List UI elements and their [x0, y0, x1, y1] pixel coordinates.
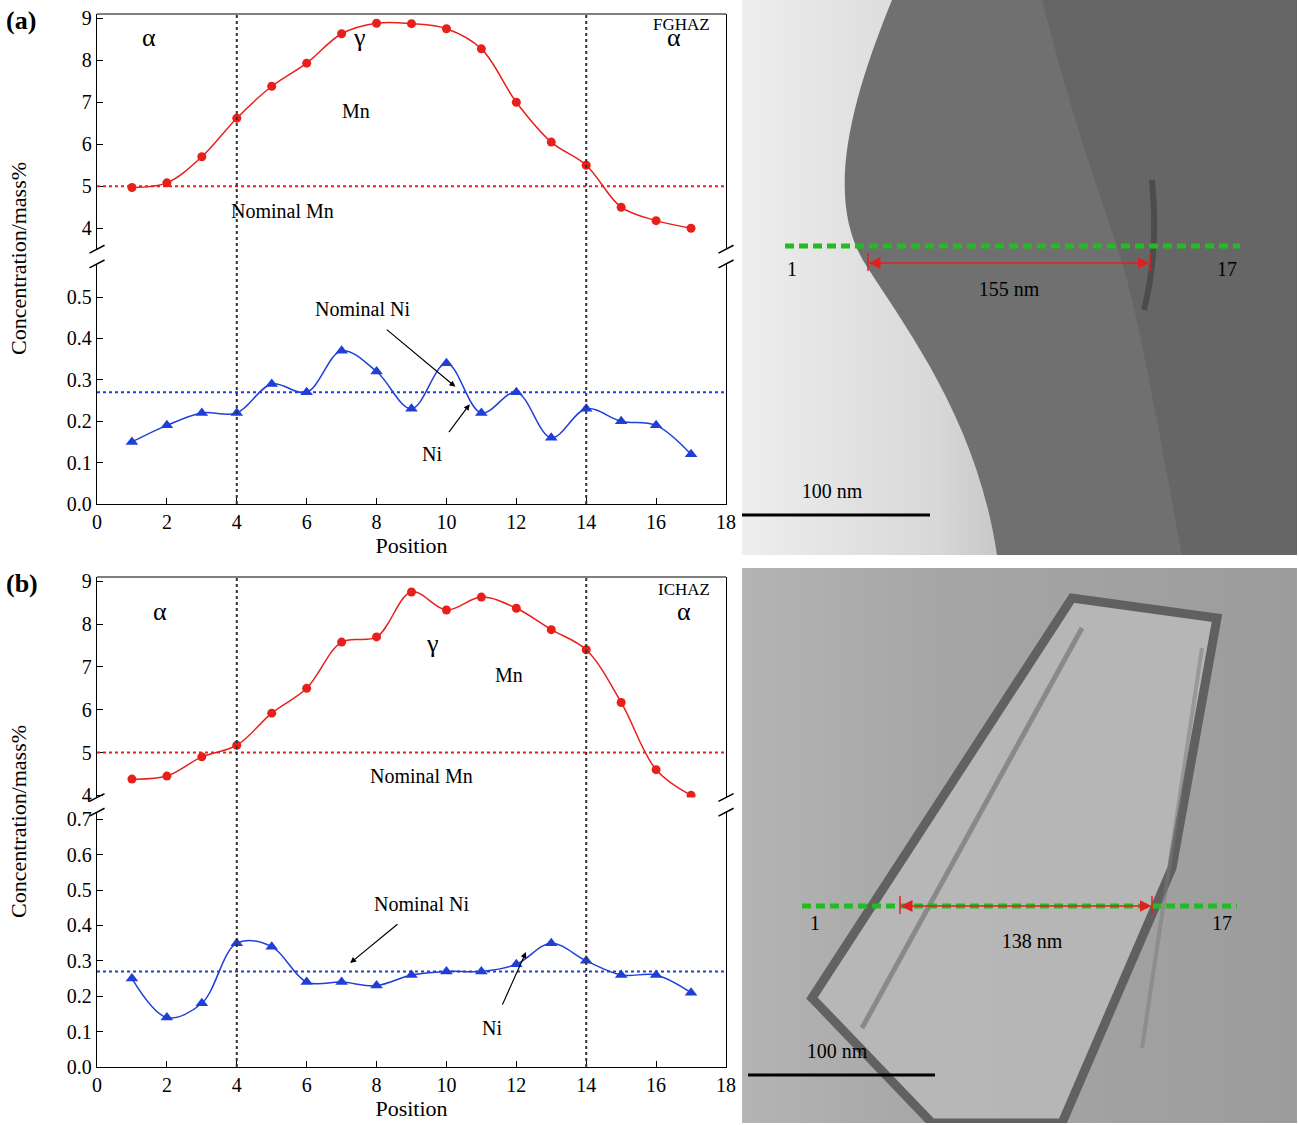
svg-text:16: 16 — [646, 1074, 666, 1096]
svg-text:0.6: 0.6 — [67, 844, 92, 866]
svg-text:16: 16 — [646, 511, 666, 533]
svg-text:8: 8 — [82, 613, 92, 635]
svg-text:0.1: 0.1 — [67, 1021, 92, 1043]
svg-text:Nominal Mn: Nominal Mn — [370, 765, 473, 787]
svg-text:Position: Position — [375, 1096, 447, 1121]
svg-text:8: 8 — [372, 511, 382, 533]
svg-text:6: 6 — [302, 1074, 312, 1096]
svg-text:0: 0 — [92, 511, 102, 533]
svg-text:Mn: Mn — [495, 664, 523, 686]
svg-text:6: 6 — [82, 133, 92, 155]
svg-text:18: 18 — [716, 1074, 736, 1096]
svg-text:4: 4 — [232, 511, 242, 533]
svg-text:14: 14 — [576, 511, 596, 533]
svg-text:0.0: 0.0 — [67, 493, 92, 515]
svg-text:γ: γ — [353, 23, 366, 52]
svg-text:0.3: 0.3 — [67, 950, 92, 972]
svg-text:14: 14 — [576, 1074, 596, 1096]
svg-text:4: 4 — [82, 784, 92, 806]
svg-text:8: 8 — [372, 1074, 382, 1096]
svg-text:Position: Position — [375, 533, 447, 558]
svg-text:8: 8 — [82, 49, 92, 71]
svg-text:α: α — [677, 597, 691, 626]
svg-text:FGHAZ: FGHAZ — [653, 15, 710, 34]
svg-text:4: 4 — [82, 217, 92, 239]
svg-text:18: 18 — [716, 511, 736, 533]
svg-text:0.4: 0.4 — [67, 914, 92, 936]
svg-text:Concentration/mass%: Concentration/mass% — [6, 162, 31, 355]
svg-text:17: 17 — [1217, 258, 1237, 280]
svg-text:0.0: 0.0 — [67, 1056, 92, 1078]
svg-text:17: 17 — [1212, 912, 1232, 934]
svg-text:155 nm: 155 nm — [979, 278, 1040, 300]
svg-text:α: α — [153, 597, 167, 626]
svg-text:100 nm: 100 nm — [802, 480, 863, 502]
svg-text:0: 0 — [92, 1074, 102, 1096]
svg-text:Concentration/mass%: Concentration/mass% — [6, 725, 31, 918]
svg-text:6: 6 — [82, 699, 92, 721]
svg-text:7: 7 — [82, 91, 92, 113]
svg-text:Nominal Ni: Nominal Ni — [374, 893, 469, 915]
svg-text:(b): (b) — [6, 569, 38, 598]
svg-text:12: 12 — [506, 1074, 526, 1096]
svg-text:6: 6 — [302, 511, 312, 533]
svg-text:0.5: 0.5 — [67, 286, 92, 308]
svg-text:α: α — [142, 23, 156, 52]
svg-text:1: 1 — [810, 912, 820, 934]
svg-text:12: 12 — [506, 511, 526, 533]
svg-text:0.1: 0.1 — [67, 452, 92, 474]
svg-text:Nominal Mn: Nominal Mn — [231, 200, 334, 222]
svg-text:0.4: 0.4 — [67, 327, 92, 349]
svg-text:0.2: 0.2 — [67, 410, 92, 432]
svg-text:2: 2 — [162, 1074, 172, 1096]
svg-text:1: 1 — [787, 258, 797, 280]
svg-text:5: 5 — [82, 742, 92, 764]
svg-text:2: 2 — [162, 511, 172, 533]
svg-text:100 nm: 100 nm — [807, 1040, 868, 1062]
svg-text:10: 10 — [436, 1074, 456, 1096]
svg-text:138 nm: 138 nm — [1002, 930, 1063, 952]
svg-text:γ: γ — [426, 629, 439, 658]
svg-text:Nominal Ni: Nominal Ni — [315, 298, 410, 320]
svg-text:0.3: 0.3 — [67, 369, 92, 391]
svg-text:(a): (a) — [6, 6, 36, 35]
svg-text:4: 4 — [232, 1074, 242, 1096]
svg-text:10: 10 — [436, 511, 456, 533]
svg-text:Ni: Ni — [482, 1017, 502, 1039]
svg-text:0.5: 0.5 — [67, 879, 92, 901]
svg-text:9: 9 — [82, 7, 92, 29]
svg-text:0.2: 0.2 — [67, 985, 92, 1007]
svg-text:α: α — [667, 23, 681, 52]
svg-text:5: 5 — [82, 175, 92, 197]
svg-text:0.7: 0.7 — [67, 808, 92, 830]
svg-text:ICHAZ: ICHAZ — [658, 580, 710, 599]
svg-text:7: 7 — [82, 656, 92, 678]
svg-text:Ni: Ni — [422, 443, 442, 465]
svg-text:9: 9 — [82, 570, 92, 592]
svg-text:Mn: Mn — [342, 100, 370, 122]
